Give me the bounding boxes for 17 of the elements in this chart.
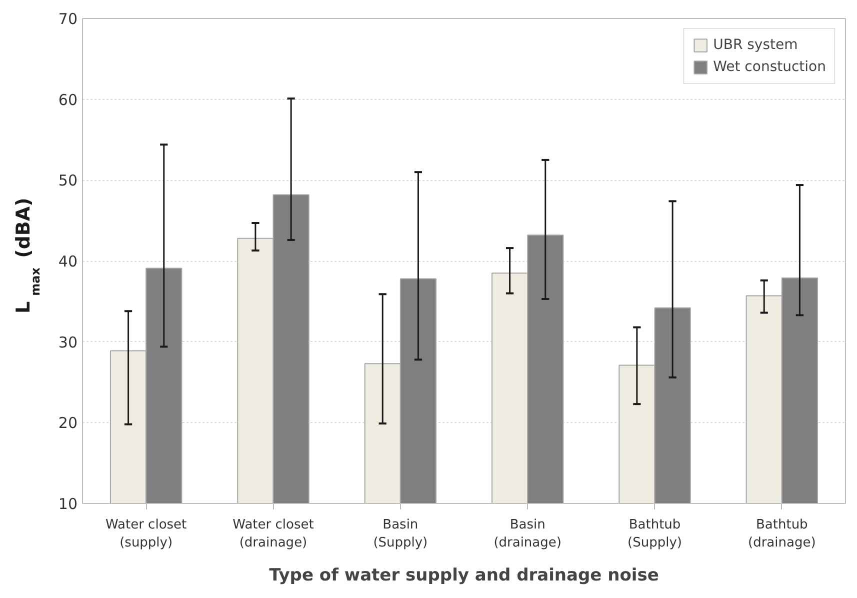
legend-label: Wet constuction <box>713 59 826 75</box>
y-tick-label: 70 <box>58 10 78 28</box>
y-tick-label: 30 <box>58 333 78 352</box>
y-tick-label: 60 <box>58 90 78 109</box>
legend-label: UBR system <box>713 37 798 53</box>
y-tick-label: 20 <box>58 414 78 432</box>
x-tick-label: Basin (drainage) <box>494 518 562 550</box>
x-tick-label: Bathtub (Supply) <box>628 518 682 550</box>
x-axis-title: Type of water supply and drainage noise <box>269 566 659 586</box>
y-tick-label: 10 <box>58 495 78 513</box>
y-tick-label: 50 <box>58 172 78 190</box>
x-tick-label: Water closet (supply) <box>106 518 187 550</box>
y-tick-label: 40 <box>58 252 78 270</box>
x-tick-label: Bathtub (drainage) <box>748 518 816 550</box>
x-tick-label: Basin (Supply) <box>373 518 428 550</box>
y-axis-title: Lmax (dBA) <box>12 198 42 314</box>
x-tick-label: Water closet (drainage) <box>232 518 314 550</box>
